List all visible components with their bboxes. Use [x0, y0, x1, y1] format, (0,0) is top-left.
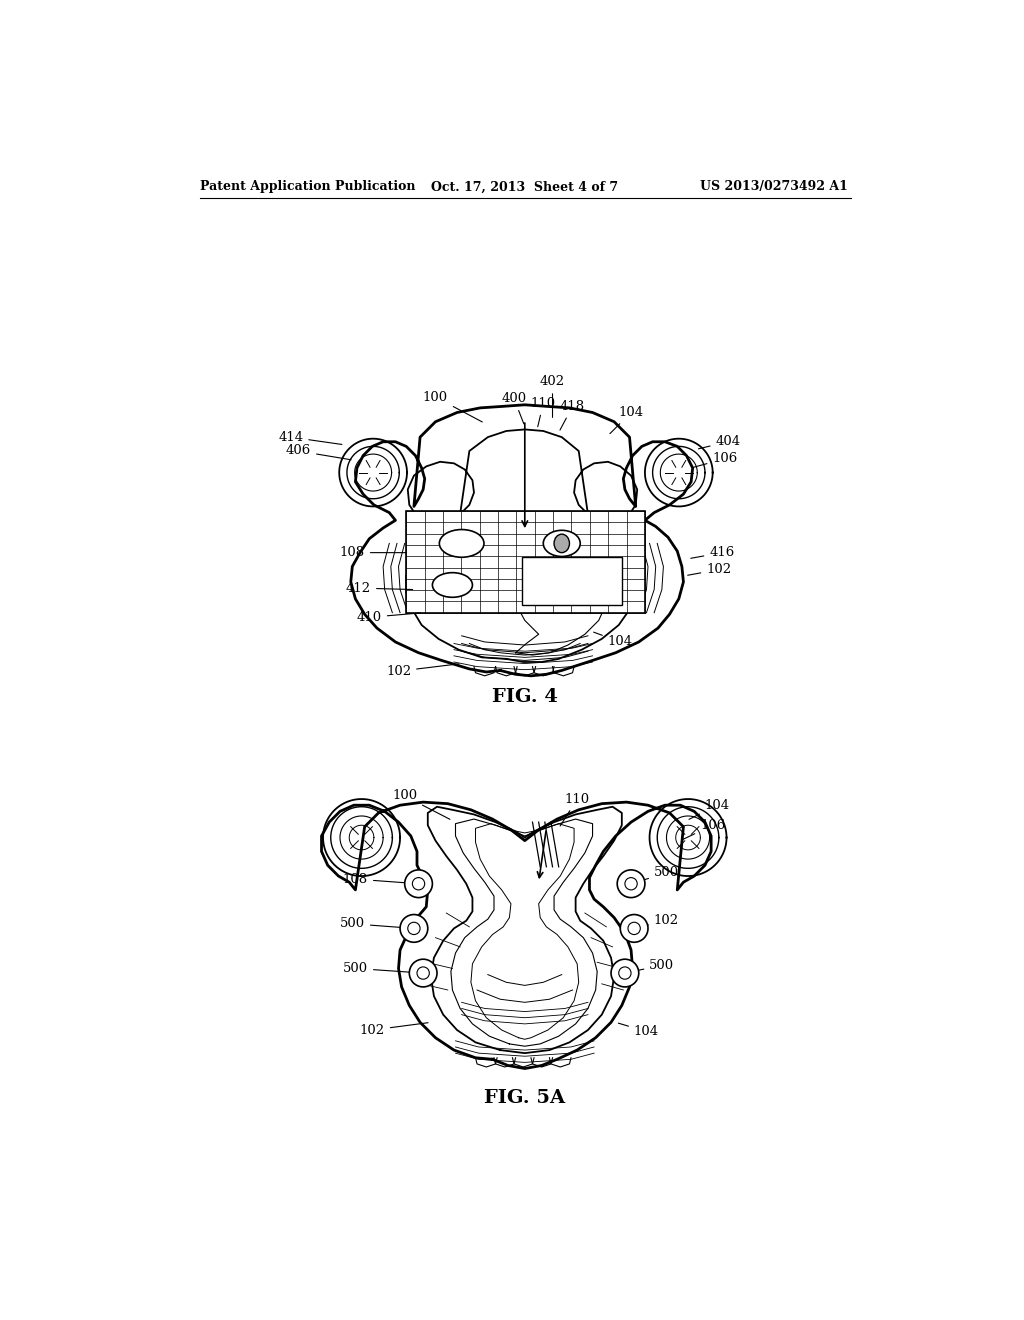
Ellipse shape	[408, 923, 420, 935]
Text: FIG. 5A: FIG. 5A	[484, 1089, 565, 1106]
Ellipse shape	[617, 870, 645, 898]
Text: 104: 104	[594, 632, 633, 648]
Text: FIG. 4: FIG. 4	[492, 689, 558, 706]
Text: 106: 106	[694, 453, 737, 467]
Text: Patent Application Publication: Patent Application Publication	[200, 181, 416, 194]
Text: 102: 102	[359, 1023, 428, 1036]
Text: 106: 106	[683, 818, 725, 840]
Text: Oct. 17, 2013  Sheet 4 of 7: Oct. 17, 2013 Sheet 4 of 7	[431, 181, 618, 194]
Ellipse shape	[554, 535, 569, 553]
Text: 110: 110	[560, 792, 590, 826]
Ellipse shape	[439, 529, 484, 557]
Ellipse shape	[410, 960, 437, 987]
Bar	[521, 557, 622, 605]
Text: 406: 406	[286, 445, 351, 459]
Text: 500: 500	[628, 958, 675, 973]
Text: US 2013/0273492 A1: US 2013/0273492 A1	[700, 181, 848, 194]
Ellipse shape	[400, 915, 428, 942]
Text: 500: 500	[634, 866, 679, 883]
Text: 100: 100	[423, 391, 482, 422]
Ellipse shape	[404, 870, 432, 898]
Ellipse shape	[618, 966, 631, 979]
Ellipse shape	[544, 531, 581, 557]
Ellipse shape	[628, 923, 640, 935]
Ellipse shape	[621, 915, 648, 942]
Text: 416: 416	[691, 546, 734, 560]
Text: 410: 410	[356, 611, 421, 624]
Text: 404: 404	[698, 436, 740, 449]
Ellipse shape	[413, 878, 425, 890]
Text: 400: 400	[502, 392, 526, 424]
Text: 102: 102	[386, 664, 459, 677]
Ellipse shape	[625, 878, 637, 890]
Text: 110: 110	[530, 397, 556, 426]
Text: 418: 418	[560, 400, 585, 430]
Ellipse shape	[432, 573, 472, 597]
Text: 104: 104	[618, 1023, 659, 1038]
Text: 500: 500	[340, 917, 412, 931]
Text: 108: 108	[343, 873, 416, 886]
Text: 104: 104	[610, 407, 644, 434]
Text: 402: 402	[540, 375, 565, 417]
Text: 500: 500	[343, 962, 421, 975]
Text: 108: 108	[340, 546, 407, 560]
Text: 414: 414	[279, 430, 342, 445]
Text: 102: 102	[637, 915, 679, 928]
Text: 102: 102	[688, 564, 731, 576]
Bar	[407, 511, 645, 612]
Ellipse shape	[611, 960, 639, 987]
Text: 104: 104	[689, 799, 730, 820]
Text: 412: 412	[346, 582, 413, 594]
Ellipse shape	[417, 966, 429, 979]
Text: 100: 100	[392, 789, 450, 820]
